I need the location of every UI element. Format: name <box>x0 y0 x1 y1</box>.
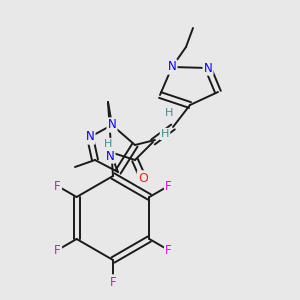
Text: F: F <box>110 275 116 289</box>
Text: H: H <box>165 108 173 118</box>
Text: N: N <box>85 130 94 143</box>
Text: N: N <box>204 61 212 74</box>
Text: F: F <box>54 179 61 193</box>
Text: F: F <box>54 244 61 256</box>
Text: F: F <box>165 244 172 256</box>
Text: H: H <box>161 129 169 139</box>
Text: N: N <box>168 61 176 74</box>
Text: N: N <box>108 118 116 131</box>
Text: N: N <box>106 149 114 163</box>
Text: F: F <box>165 179 172 193</box>
Text: H: H <box>104 139 112 149</box>
Text: O: O <box>138 172 148 184</box>
